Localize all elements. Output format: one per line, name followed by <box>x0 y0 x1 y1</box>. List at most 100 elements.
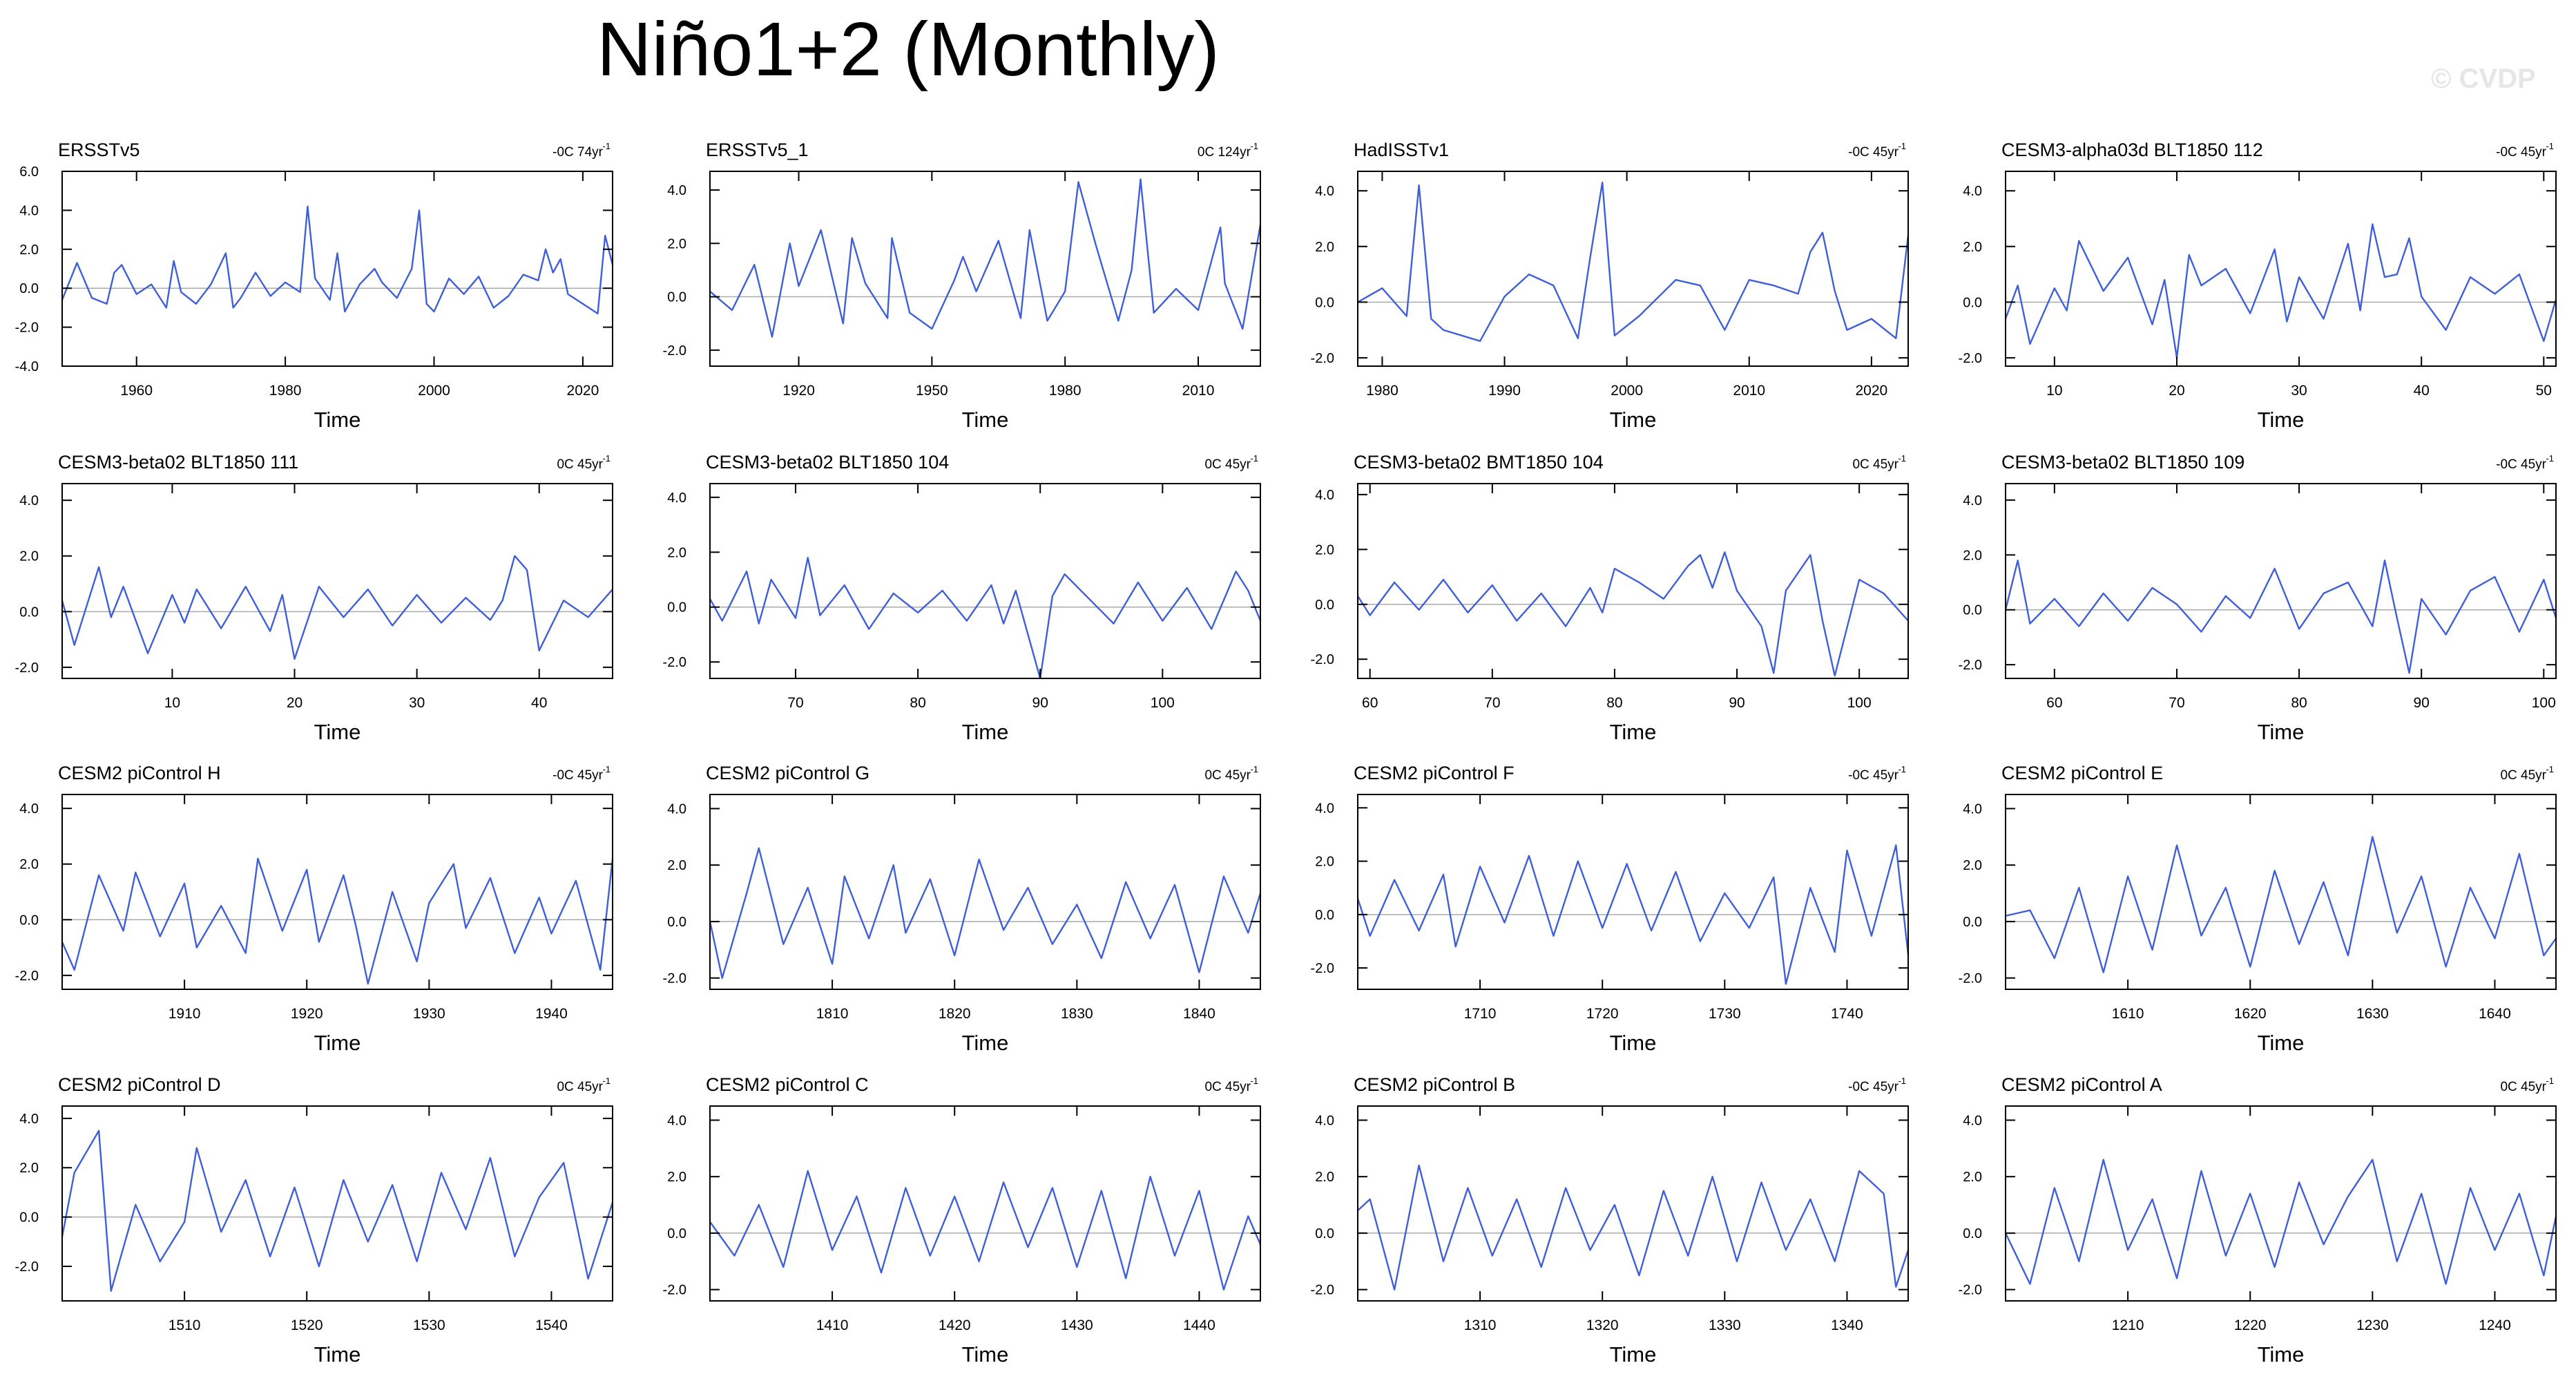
x-tick-label: 70 <box>1484 695 1500 711</box>
y-tick-label: 2.0 <box>667 858 686 873</box>
y-tick-label: 0.0 <box>667 915 686 930</box>
x-tick-label: 20 <box>287 695 302 711</box>
y-tick-label: -2.0 <box>1959 971 1982 987</box>
y-tick-label: 2.0 <box>1963 858 1982 873</box>
y-tick-label: 0.0 <box>1315 908 1334 923</box>
panel-title: CESM3-beta02 BMT1850 104 <box>1354 452 1604 473</box>
x-tick-label: 1410 <box>816 1317 849 1333</box>
x-axis-label: Time <box>1610 408 1657 432</box>
data-series-line <box>61 205 614 315</box>
y-tick-label: 2.0 <box>1963 548 1982 563</box>
x-tick-label: 80 <box>2291 695 2307 711</box>
x-tick-label: 1330 <box>1709 1317 1741 1333</box>
x-tick-label: 70 <box>2169 695 2184 711</box>
x-tick-label: 90 <box>1032 695 1048 711</box>
plot-frame <box>1357 1105 1909 1302</box>
chart-panel: CESM2 piControl H -0C 45yr -1 -2.0 0.0 2.0 4.0… <box>15 763 614 1055</box>
x-tick-label: 1820 <box>939 1006 971 1022</box>
panel-title: CESM2 piControl B <box>1354 1074 1515 1095</box>
y-tick-label: -2.0 <box>15 969 39 984</box>
trend-exponent: -1 <box>2546 141 2554 151</box>
x-tick-label: 1340 <box>1831 1317 1863 1333</box>
y-tick-label: 0.0 <box>667 600 686 616</box>
trend-label: -0C 74yr <box>552 145 604 160</box>
y-tick-label: 0.0 <box>1315 1226 1334 1241</box>
panel-title: CESM2 piControl D <box>58 1074 221 1095</box>
x-tick-label: 1930 <box>413 1006 445 1022</box>
y-tick-label: 2.0 <box>19 242 39 258</box>
y-tick-label: 0.0 <box>1963 295 1982 310</box>
trend-exponent: -1 <box>1250 1076 1258 1086</box>
x-axis-label: Time <box>1610 1342 1657 1367</box>
x-tick-label: 60 <box>2046 695 2062 711</box>
chart-panel: CESM2 piControl G 0C 45yr -1 -2.0 0.0 2.0 4.0 1… <box>663 763 1262 1055</box>
x-tick-label: 1960 <box>120 383 153 399</box>
trend-exponent: -1 <box>1250 764 1258 774</box>
y-tick-label: 2.0 <box>1315 542 1334 558</box>
x-tick-label: 1540 <box>535 1317 568 1333</box>
page-title: Niño1+2 (Monthly) <box>597 7 1220 92</box>
trend-label: -0C 45yr <box>2496 457 2547 472</box>
data-series-line <box>1356 551 1909 677</box>
y-tick-label: 2.0 <box>1963 1170 1982 1185</box>
plot-frame <box>709 1105 1261 1302</box>
data-series-line <box>1357 1164 1910 1291</box>
panel-title: CESM3-alpha03d BLT1850 112 <box>2001 140 2263 160</box>
trend-label: 0C 45yr <box>1204 1080 1251 1094</box>
x-axis-label: Time <box>1610 720 1657 744</box>
y-tick-label: -2.0 <box>15 660 39 676</box>
chart-panel: CESM2 piControl A 0C 45yr -1 -2.0 0.0 2.0 4.0 1… <box>1959 1074 2557 1367</box>
x-tick-label: 1980 <box>1366 383 1398 399</box>
y-tick-label: 2.0 <box>1963 240 1982 255</box>
x-axis-label: Time <box>314 408 361 432</box>
y-tick-label: 4.0 <box>1963 1113 1982 1128</box>
x-tick-label: 30 <box>409 695 425 711</box>
data-series-line <box>61 555 613 660</box>
x-axis-label: Time <box>2258 408 2305 432</box>
x-axis-label: Time <box>962 408 1009 432</box>
trend-exponent: -1 <box>2546 764 2554 774</box>
trend-exponent: -1 <box>602 764 611 774</box>
x-tick-label: 1980 <box>269 383 302 399</box>
y-tick-label: -2.0 <box>1311 961 1334 976</box>
x-tick-label: 40 <box>531 695 547 711</box>
chart-panel: ERSSTv5_1 0C 124yr -1 -2.0 0.0 2.0 4.0 1920 1950… <box>663 140 1262 432</box>
chart-panel: CESM2 piControl E 0C 45yr -1 -2.0 0.0 2.0 4.0 1… <box>1959 763 2557 1055</box>
plot-frame <box>1357 483 1909 679</box>
y-tick-label: -2.0 <box>663 1283 686 1298</box>
y-tick-label: 0.0 <box>667 290 686 305</box>
x-tick-label: 1620 <box>2234 1006 2267 1022</box>
data-series-line <box>1356 844 1910 985</box>
panel-title: CESM2 piControl C <box>706 1074 869 1095</box>
panel-title: CESM2 piControl H <box>58 763 221 783</box>
trend-exponent: -1 <box>1898 1076 1906 1086</box>
data-series-line <box>2004 560 2557 674</box>
trend-label: 0C 45yr <box>1204 768 1251 783</box>
y-tick-label: -2.0 <box>1311 1283 1334 1298</box>
plot-frame <box>61 171 613 367</box>
y-tick-label: 4.0 <box>1315 1113 1334 1128</box>
x-tick-label: 90 <box>2413 695 2429 711</box>
x-tick-label: 70 <box>787 695 803 711</box>
x-tick-label: 1840 <box>1183 1006 1215 1022</box>
x-axis-label: Time <box>2258 720 2305 744</box>
y-tick-label: 4.0 <box>667 801 686 817</box>
trend-exponent: -1 <box>1898 141 1906 151</box>
y-tick-label: 0.0 <box>19 281 39 296</box>
x-tick-label: 80 <box>910 695 925 711</box>
x-tick-label: 1730 <box>1709 1006 1741 1022</box>
x-tick-label: 1230 <box>2356 1317 2389 1333</box>
x-tick-label: 1240 <box>2479 1317 2511 1333</box>
x-axis-label: Time <box>2258 1342 2305 1367</box>
plot-frame <box>709 483 1261 679</box>
trend-label: -0C 45yr <box>1848 1080 1899 1094</box>
y-tick-label: 4.0 <box>1315 184 1334 199</box>
y-tick-label: 4.0 <box>667 491 686 506</box>
trend-exponent: -1 <box>2546 453 2554 464</box>
x-tick-label: 1310 <box>1464 1317 1497 1333</box>
x-axis-label: Time <box>1610 1031 1657 1055</box>
chart-panel: CESM3-beta02 BLT1850 111 0C 45yr -1 -2.0 0.0… <box>15 452 613 744</box>
plot-frame <box>2005 1105 2557 1302</box>
x-tick-label: 1810 <box>816 1006 849 1022</box>
panel-title: ERSSTv5 <box>58 140 140 160</box>
